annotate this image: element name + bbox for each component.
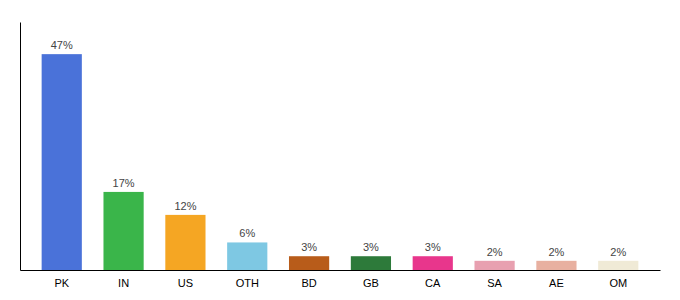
bar <box>165 215 205 270</box>
bar <box>42 54 82 270</box>
x-tick-label: AE <box>549 277 564 289</box>
bar <box>351 256 391 270</box>
x-tick: US <box>178 277 193 289</box>
x-tick-label: GB <box>363 277 379 289</box>
x-tick: OTH <box>236 277 259 289</box>
x-tick-label: OM <box>609 277 627 289</box>
x-tick: PK <box>54 277 69 289</box>
bar <box>536 261 576 270</box>
y-axis <box>20 23 21 271</box>
x-tick-label: SA <box>487 277 502 289</box>
x-tick-label: PK <box>54 277 69 289</box>
x-tick: AE <box>549 277 564 289</box>
x-tick-label: BD <box>301 277 316 289</box>
bar <box>227 242 267 270</box>
chart-container: PK IN US OTH BD GB CA SA AE OM 47% 17% 12% 6% 3% 3% 3% 2%… <box>0 0 680 300</box>
data-label: 3% <box>301 241 317 253</box>
x-tick-label: IN <box>118 277 129 289</box>
bar <box>598 261 638 270</box>
data-label: 2% <box>548 246 564 258</box>
data-labels: 47% 17% 12% 6% 3% 3% 3% 2% 2% 2% <box>51 39 627 258</box>
x-tick: CA <box>425 277 441 289</box>
x-tick-label: US <box>178 277 193 289</box>
data-label: 17% <box>113 177 135 189</box>
x-tick: IN <box>118 277 129 289</box>
bar <box>289 256 329 270</box>
bars <box>42 54 639 270</box>
data-label: 47% <box>51 39 73 51</box>
y-axis-line <box>20 23 21 271</box>
data-label: 3% <box>363 241 379 253</box>
data-label: 2% <box>487 246 503 258</box>
data-label: 12% <box>174 200 196 212</box>
data-label: 2% <box>610 246 626 258</box>
x-tick: OM <box>609 277 627 289</box>
x-axis-line <box>21 270 661 271</box>
x-tick: GB <box>363 277 379 289</box>
bar <box>103 192 143 270</box>
x-tick-label: OTH <box>236 277 259 289</box>
x-tick: SA <box>487 277 502 289</box>
x-axis: PK IN US OTH BD GB CA SA AE OM <box>21 271 661 289</box>
plot-area: PK IN US OTH BD GB CA SA AE OM 47% 17% 12% 6% 3% 3% 3% 2%… <box>21 23 661 289</box>
chart-svg: PK IN US OTH BD GB CA SA AE OM 47% 17% 12% 6% 3% 3% 3% 2%… <box>0 0 680 300</box>
bar <box>474 261 514 270</box>
data-label: 6% <box>239 227 255 239</box>
x-tick-label: CA <box>425 277 441 289</box>
bar <box>413 256 453 270</box>
x-tick: BD <box>301 277 316 289</box>
data-label: 3% <box>425 241 441 253</box>
